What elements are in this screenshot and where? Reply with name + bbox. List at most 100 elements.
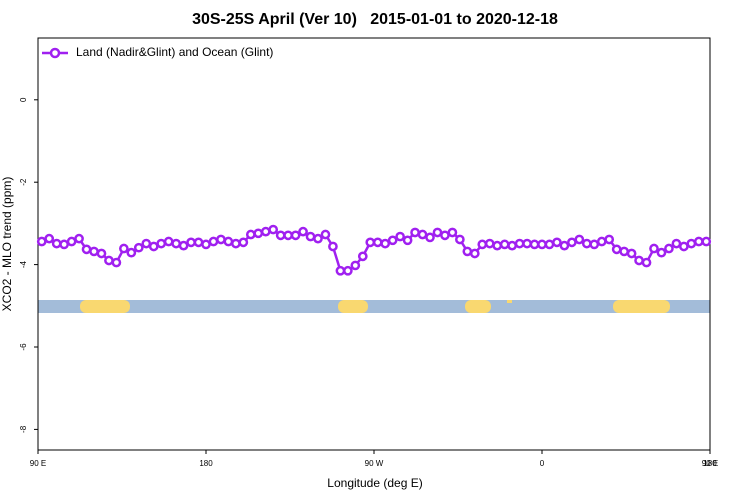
data-point bbox=[477, 239, 488, 250]
legend: Land (Nadir&Glint) and Ocean (Glint) bbox=[42, 45, 273, 59]
land-band bbox=[465, 300, 491, 313]
data-point bbox=[499, 239, 510, 250]
data-point bbox=[119, 243, 129, 254]
data-point bbox=[417, 229, 428, 240]
data-point bbox=[216, 234, 226, 245]
ocean-band bbox=[38, 300, 710, 313]
data-point bbox=[111, 257, 122, 268]
data-point bbox=[260, 226, 271, 237]
data-point bbox=[626, 248, 637, 259]
data-point bbox=[589, 239, 600, 250]
data-point bbox=[387, 235, 398, 246]
data-point bbox=[552, 237, 562, 248]
data-point bbox=[671, 238, 682, 249]
data-point bbox=[425, 232, 435, 243]
x-tick-label: 180 bbox=[199, 459, 213, 468]
data-point bbox=[693, 236, 704, 247]
data-point bbox=[567, 237, 577, 248]
data-point bbox=[223, 236, 234, 247]
data-point bbox=[440, 230, 450, 241]
chart-title: 30S-25S April (Ver 10) 2015-01-01 to 202… bbox=[192, 11, 558, 28]
data-point bbox=[313, 233, 323, 244]
data-point bbox=[544, 239, 555, 250]
data-point bbox=[193, 237, 204, 248]
data-point bbox=[522, 238, 532, 249]
y-tick-label: -8 bbox=[19, 425, 28, 433]
land-band bbox=[507, 300, 512, 303]
data-point bbox=[290, 230, 301, 241]
data-point bbox=[649, 243, 659, 254]
x-tick-label: 0 bbox=[540, 459, 545, 468]
data-point bbox=[357, 251, 368, 262]
data-point bbox=[133, 242, 144, 253]
data-point bbox=[679, 241, 689, 252]
data-point bbox=[36, 236, 47, 247]
data-point bbox=[74, 233, 84, 244]
y-tick-label: -6 bbox=[19, 343, 28, 351]
data-point bbox=[596, 236, 607, 247]
data-point bbox=[410, 227, 420, 238]
data-point bbox=[514, 238, 525, 249]
data-point bbox=[201, 239, 211, 250]
y-axis-label: XCO2 - MLO trend (ppm) bbox=[0, 177, 14, 312]
data-point bbox=[268, 224, 279, 235]
data-point bbox=[186, 237, 196, 248]
data-point bbox=[171, 238, 181, 249]
data-point bbox=[432, 227, 443, 238]
data-point bbox=[559, 240, 570, 251]
data-point bbox=[231, 238, 241, 249]
legend-label: Land (Nadir&Glint) and Ocean (Glint) bbox=[76, 45, 273, 59]
data-point bbox=[283, 230, 293, 241]
x-tick-label: 90 E bbox=[702, 459, 718, 468]
data-point bbox=[380, 238, 391, 249]
data-point bbox=[402, 235, 413, 246]
data-point bbox=[641, 257, 652, 268]
data-point bbox=[455, 234, 465, 245]
data-point bbox=[701, 236, 712, 247]
data-point bbox=[81, 244, 92, 255]
x-tick-label: 90 W bbox=[365, 459, 384, 468]
data-point bbox=[298, 226, 308, 237]
land-band bbox=[613, 300, 670, 313]
data-point bbox=[574, 234, 585, 245]
data-point bbox=[634, 255, 644, 266]
data-point bbox=[372, 237, 383, 248]
data-point bbox=[178, 240, 189, 251]
data-point bbox=[604, 234, 615, 245]
data-point bbox=[462, 246, 473, 257]
data-point bbox=[335, 265, 346, 276]
data-point bbox=[66, 236, 77, 247]
data-point bbox=[253, 228, 264, 239]
data-point bbox=[104, 255, 114, 266]
x-axis-label: Longitude (deg E) bbox=[327, 476, 422, 490]
data-point bbox=[619, 246, 629, 257]
data-point bbox=[96, 248, 107, 259]
data-point bbox=[208, 236, 219, 247]
data-point bbox=[89, 246, 99, 257]
data-point bbox=[469, 248, 480, 259]
y-tick-label: -4 bbox=[19, 260, 28, 268]
data-point bbox=[305, 231, 316, 242]
data-point bbox=[656, 247, 667, 258]
data-point bbox=[320, 229, 331, 240]
data-point bbox=[537, 239, 547, 250]
data-point bbox=[126, 247, 137, 258]
data-point bbox=[148, 241, 159, 252]
land-ocean-band bbox=[38, 300, 710, 313]
data-point bbox=[245, 229, 256, 240]
data-point bbox=[238, 237, 249, 248]
data-point bbox=[611, 244, 622, 255]
data-point bbox=[59, 239, 69, 250]
data-point bbox=[365, 237, 376, 248]
data-point bbox=[350, 260, 361, 271]
data-point bbox=[484, 238, 495, 249]
data-point bbox=[343, 265, 353, 276]
data-point bbox=[581, 238, 592, 249]
data-point bbox=[44, 233, 55, 244]
data-point bbox=[686, 238, 697, 249]
land-band bbox=[338, 300, 368, 313]
data-point bbox=[395, 231, 405, 242]
x-tick-label: 90 E bbox=[30, 459, 46, 468]
data-point bbox=[275, 230, 286, 241]
land-band bbox=[80, 300, 130, 313]
